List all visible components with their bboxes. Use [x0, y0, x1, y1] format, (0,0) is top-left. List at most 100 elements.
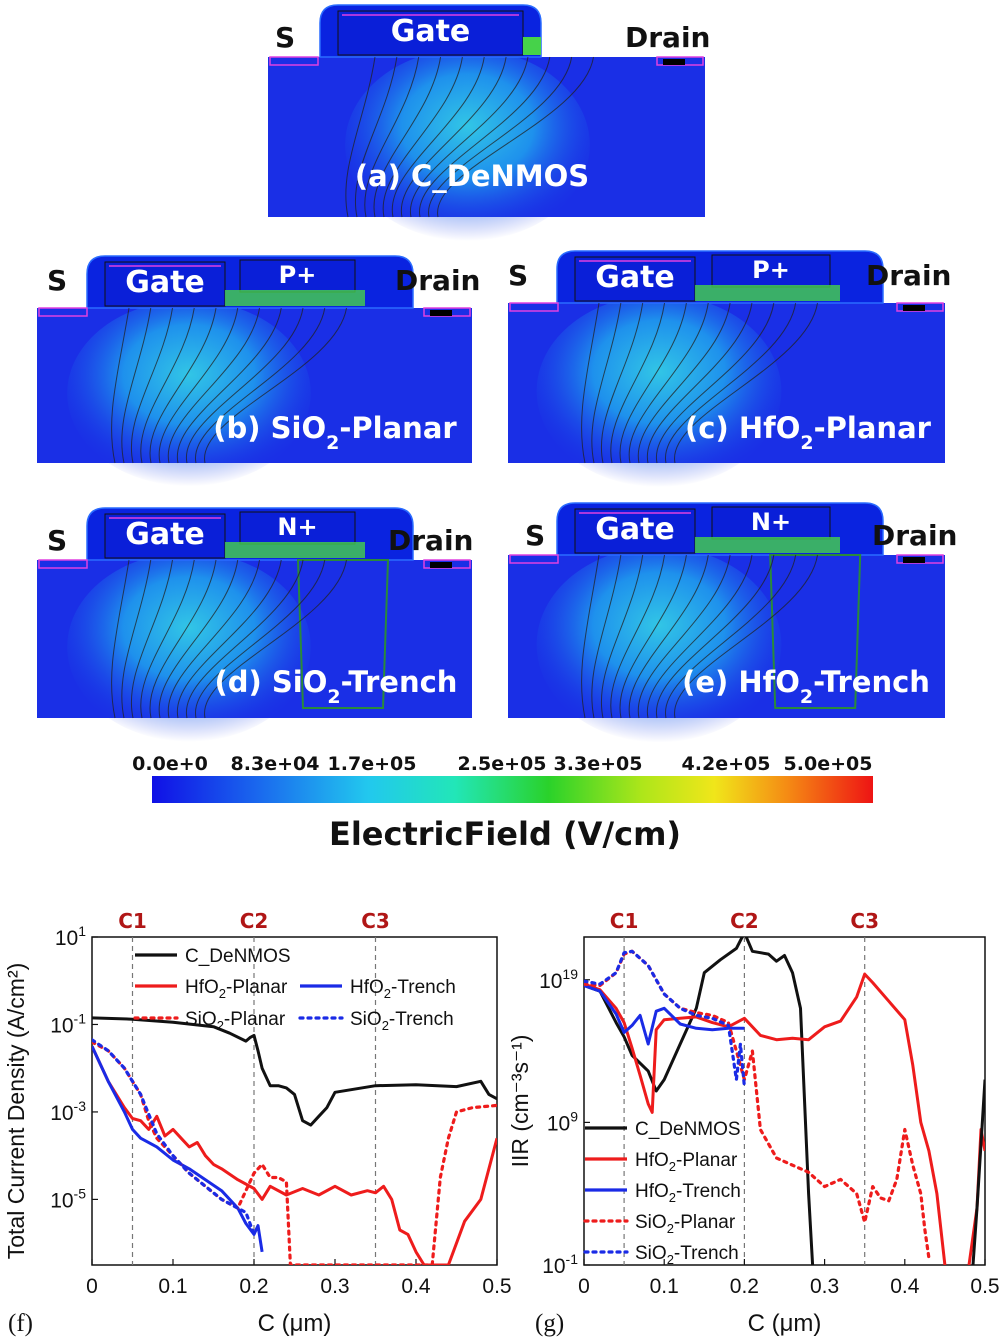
field-line: [591, 302, 622, 464]
drain-label: Drain: [395, 264, 480, 297]
field-line: [364, 56, 420, 218]
field-line: [111, 559, 130, 719]
implant-label: N+: [277, 513, 317, 541]
field-line: [619, 554, 687, 719]
legend: C_DeNMOS HfO2-Planar HfO2-Trench SiO2-Plana…: [133, 946, 456, 1033]
source-contact: [269, 56, 319, 66]
drain-label: Drain: [866, 259, 951, 292]
legend-label: HfO2-Trench: [635, 1181, 741, 1205]
field-line: [158, 559, 239, 719]
y-axis-label: IIR (cm⁻³s⁻¹): [507, 1035, 533, 1168]
field-line: [591, 554, 622, 719]
implant-region: [711, 254, 831, 288]
gate-electrode: [574, 256, 696, 302]
trench-outline: [769, 554, 862, 709]
series-line-hfo2-trench: [92, 1045, 264, 1253]
marker-label-c1: C1: [610, 909, 639, 933]
implant-region: [711, 506, 831, 540]
gate-label: Gate: [125, 517, 205, 552]
x-tick-label: 0.5: [970, 1275, 999, 1298]
field-line: [656, 554, 775, 719]
source-label: S: [275, 21, 295, 54]
panel-caption: (d) SiO2-Trench: [215, 665, 458, 708]
high-field-band: [523, 37, 541, 55]
marker-label-c2: C2: [240, 909, 269, 933]
device-panel-b: P+ Gate S Drain (b) SiO2-Planar: [37, 255, 480, 487]
drain-label: Drain: [872, 519, 957, 552]
gate-electrode: [104, 261, 226, 307]
drain-marker: [903, 305, 925, 311]
field-line: [149, 559, 217, 719]
field-line: [674, 302, 818, 464]
field-line: [140, 307, 195, 464]
field-line: [665, 554, 797, 719]
field-line: [204, 559, 347, 719]
source-contact: [509, 554, 559, 564]
colorbar-tick-label: 0.0e+0: [132, 753, 208, 775]
field-line: [637, 302, 731, 464]
field-line: [149, 307, 217, 464]
field-line: [646, 554, 753, 719]
series-line-c-denmos: [92, 1016, 497, 1127]
chart-f: C1 C2 C3 0 0.1 0.2 0.3 0.4 0.5 101 10-1 10-3 10-5 C (…: [3, 909, 512, 1337]
source-contact: [509, 302, 559, 312]
field-line: [131, 307, 173, 464]
marker-label-c2: C2: [730, 909, 759, 933]
field-line: [400, 56, 507, 218]
source-label: S: [47, 264, 67, 297]
gate-label: Gate: [391, 14, 471, 49]
colorbar-tick-label: 4.2e+05: [682, 753, 771, 775]
panel-caption: (c) HfO2-Planar: [685, 411, 932, 454]
field-line: [419, 56, 551, 218]
field-line: [610, 554, 666, 719]
field-line: [428, 56, 573, 218]
y-tick-label: 10-1: [50, 1010, 86, 1037]
field-region: [345, 49, 590, 241]
field-line: [373, 56, 442, 218]
y-tick-label: 10-3: [50, 1098, 86, 1125]
y-axis-label: Total Current Density (A/cm²): [3, 963, 29, 1260]
series-line-sio2-trench: [584, 949, 747, 1089]
field-line: [665, 302, 797, 464]
colorbar-tick-label: 5.0e+05: [784, 753, 873, 775]
y-tick-label: 101: [55, 923, 86, 950]
x-tick-label: 0.2: [730, 1275, 759, 1298]
source-contact: [38, 559, 88, 569]
series-line-c-denmos: [584, 937, 815, 1265]
y-tick-label: 10-1: [542, 1251, 578, 1278]
device-panel-a: Gate S Drain (a) C_DeNMOS: [268, 4, 710, 241]
high-field-band: [695, 537, 840, 553]
field-line: [167, 307, 260, 464]
device-panel-e: N+ Gate S Drain (e) HfO2-Trench: [508, 502, 957, 743]
colorbar-tick-label: 1.7e+05: [328, 753, 417, 775]
field-line: [111, 307, 130, 464]
legend-label: C_DeNMOS: [185, 946, 291, 967]
x-tick-label: 0.4: [890, 1275, 920, 1298]
field-line: [610, 302, 666, 464]
field-line: [581, 554, 600, 719]
field-line: [619, 302, 687, 464]
source-contact: [38, 307, 88, 317]
field-line: [382, 56, 463, 218]
chart-g: C1 C2 C3 0 0.1 0.2 0.3 0.4 0.5 1019 109 10-1 C (μm) (…: [507, 909, 1000, 1337]
drain-marker: [663, 59, 685, 65]
field-line: [437, 56, 594, 218]
high-field-band: [695, 285, 840, 301]
x-axis-label: C (μm): [748, 1310, 822, 1337]
field-line: [674, 554, 818, 719]
legend: C_DeNMOS HfO2-Planar HfO2-Trench SiO2-Plana…: [583, 1119, 741, 1267]
marker-label-c1: C1: [118, 909, 147, 933]
field-line: [121, 307, 152, 464]
field-line: [581, 302, 600, 464]
field-line: [131, 559, 173, 719]
device-panel-c: P+ Gate S Drain (c) HfO2-Planar: [508, 250, 951, 487]
gate-electrode: [337, 10, 524, 56]
x-tick-label: 0.3: [320, 1275, 349, 1298]
field-line: [176, 559, 282, 719]
x-tick-label: 0: [86, 1275, 98, 1298]
source-label: S: [47, 524, 67, 557]
implant-region: [239, 511, 356, 545]
legend-label: SiO2-Planar: [185, 1009, 286, 1033]
x-tick-label: 0: [578, 1275, 590, 1298]
